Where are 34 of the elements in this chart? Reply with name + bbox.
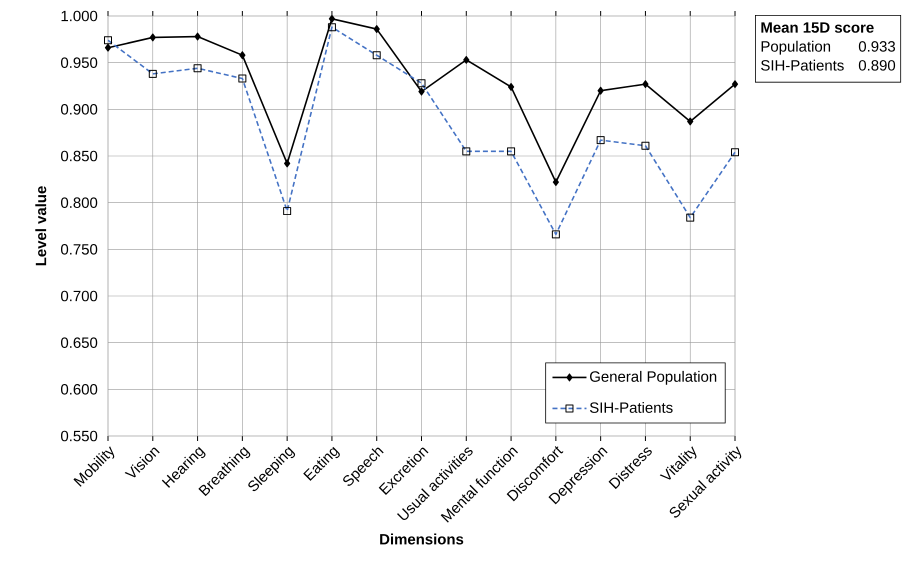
point	[552, 178, 559, 186]
y-tick-label: 0.900	[61, 104, 98, 115]
point	[374, 25, 380, 34]
point	[732, 80, 738, 88]
point	[194, 32, 201, 41]
point	[104, 44, 112, 52]
y-tick-label: 0.550	[61, 430, 98, 442]
point	[598, 86, 604, 95]
point	[328, 14, 336, 23]
point	[418, 88, 425, 96]
point	[150, 33, 156, 42]
x-axis-title: Dimensions	[380, 534, 464, 545]
y-tick-label: 0.950	[61, 57, 98, 68]
point	[508, 82, 514, 91]
point	[239, 51, 246, 60]
legend-label: General Population	[590, 370, 716, 385]
text: 0.933	[858, 41, 896, 52]
text: Population	[762, 40, 830, 55]
text: 0.890	[858, 60, 896, 71]
legend-label: SIH-Patients	[590, 402, 673, 413]
y-tick-label: 0.650	[61, 337, 98, 348]
y-tick-label: 0.750	[61, 244, 98, 255]
text: Mean 15D score	[761, 22, 874, 33]
point	[463, 56, 470, 64]
point	[687, 117, 694, 126]
point	[284, 159, 290, 168]
y-tick-label: 0.700	[61, 290, 98, 302]
y-tick-label: 0.600	[61, 384, 98, 395]
text: SIH-Patients	[761, 60, 844, 71]
y-tick-label: 0.800	[61, 197, 98, 208]
y-axis-title: Level value	[35, 186, 46, 266]
point	[642, 80, 649, 88]
y-tick-label: 0.850	[61, 150, 98, 162]
y-tick-label: 1.000	[62, 10, 98, 22]
